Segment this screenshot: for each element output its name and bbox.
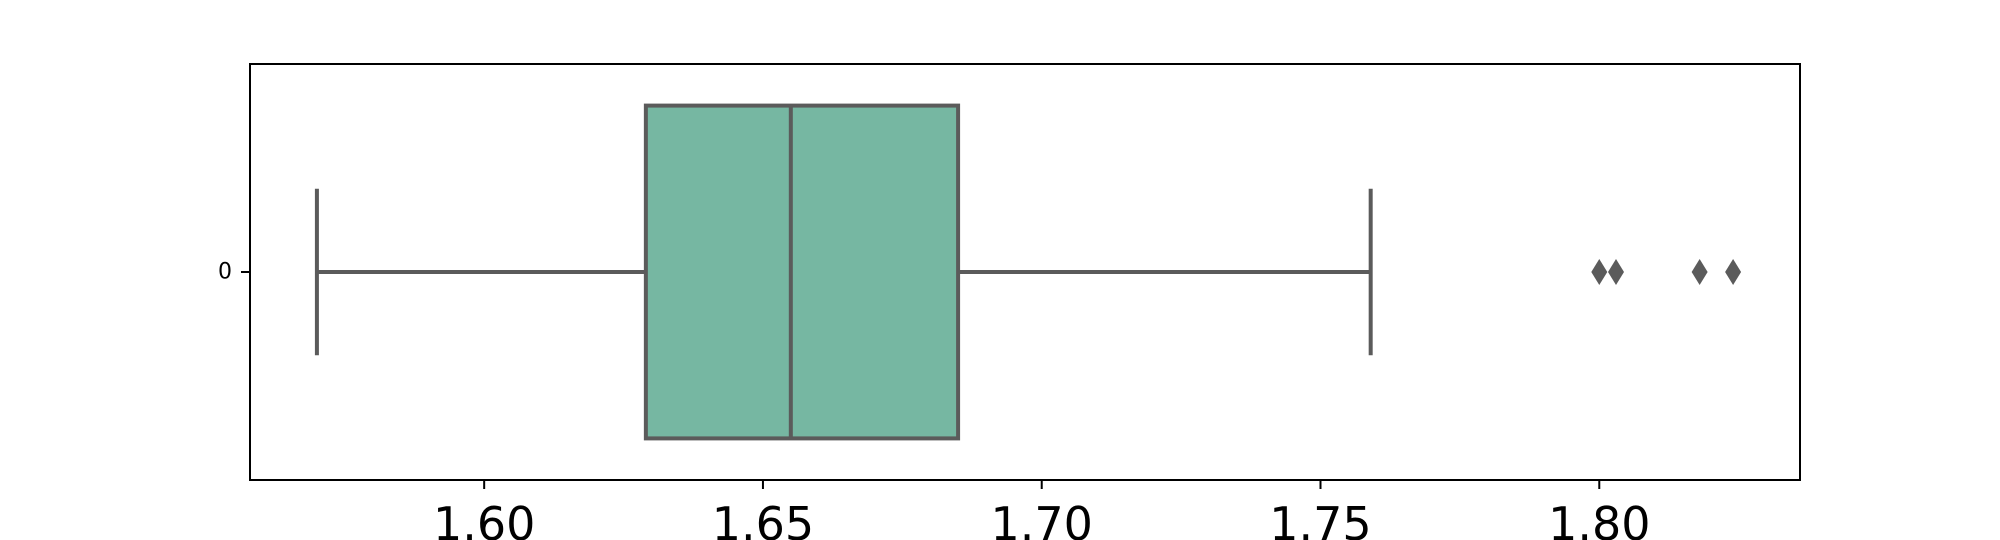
box-plot-marks — [314, 103, 1742, 441]
outlier-point — [1608, 259, 1625, 285]
outlier-point — [1725, 259, 1742, 285]
interquartile-box — [643, 103, 961, 441]
y-axis: 0 — [218, 260, 250, 285]
x-tick-label: 1.70 — [991, 497, 1093, 540]
x-tick-label: 1.80 — [1548, 497, 1650, 540]
outlier-point — [1591, 259, 1608, 285]
y-tick-label: 0 — [218, 260, 232, 285]
x-tick-label: 1.60 — [433, 497, 535, 540]
outlier-point — [1691, 259, 1708, 285]
x-tick-label: 1.65 — [712, 497, 814, 540]
x-axis: 1.60 1.65 1.70 1.75 1.80 — [433, 480, 1650, 540]
x-tick-label: 1.75 — [1269, 497, 1371, 540]
